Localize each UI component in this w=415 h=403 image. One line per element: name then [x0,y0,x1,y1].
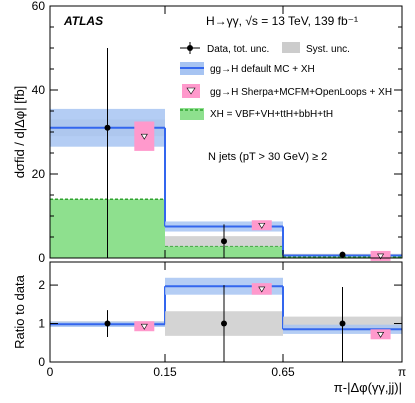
data-point [221,320,227,327]
x-axis-label: π-|Δφ(γγ,jj)| [334,380,402,395]
legend: Data, tot. unc. Syst. unc. gg→H default … [180,42,392,120]
experiment-label: ATLAS [63,14,103,28]
sherpa-marker [377,332,385,338]
ratio-y-tick-label: 0 [38,355,45,369]
legend-entry-sherpa: gg→H Sherpa+MCFM+OpenLoops + XH [182,84,392,98]
main-plot: 0 20 40 60 [32,0,403,265]
data-point [104,124,111,131]
main-y-tick-label: 60 [32,0,46,13]
legend-entry-data: Data, tot. unc. [180,42,269,55]
sherpa-marker [258,222,266,229]
svg-text:gg→H default MC + XH: gg→H default MC + XH [210,64,315,75]
svg-text:Syst. unc.: Syst. unc. [306,44,350,55]
sherpa-marker [377,253,385,260]
data-point [221,238,227,245]
x-tick-label: π [398,365,406,379]
x-tick-label: 0.15 [153,365,177,379]
legend-entry-syst: Syst. unc. [282,42,350,55]
x-tick-label: 0 [47,365,54,379]
ratio-plot: 0 1 2 0 0.15 0.65 π [38,6,406,379]
ratio-plot-marks [50,277,402,362]
sherpa-marker [140,133,148,140]
ratio-y-ticks: 0 1 2 [38,278,402,369]
main-y-ticks: 0 20 40 60 [32,0,402,265]
ratio-y-tick-label: 2 [38,278,45,292]
data-point [339,251,346,258]
svg-text:XH = VBF+VH+ttH+bbH+tH: XH = VBF+VH+ttH+bbH+tH [210,109,333,120]
legend-entry-default-mc: gg→H default MC + XH [180,62,315,75]
x-ticks: 0 0.15 0.65 π [47,6,406,379]
ratio-y-label: Ratio to data [12,274,27,348]
main-plot-marks [50,48,402,261]
main-y-tick-label: 0 [38,251,45,265]
svg-text:Data, tot. unc.: Data, tot. unc. [207,44,269,55]
data-point [104,320,111,327]
sherpa-marker [258,286,266,293]
ratio-y-tick-label: 1 [38,317,45,331]
ratio-frame [49,261,403,363]
svg-text:gg→H Sherpa+MCFM+OpenLoops + X: gg→H Sherpa+MCFM+OpenLoops + XH [210,87,392,98]
data-point [339,320,346,327]
main-y-tick-label: 40 [32,83,46,97]
main-y-tick-label: 20 [32,167,46,181]
legend-entry-xh: XH = VBF+VH+ttH+bbH+tH [180,108,333,120]
process-label: H→γγ, √s = 13 TeV, 139 fb⁻¹ [206,14,358,28]
main-y-label: dσfid / d|Δφ| [fb] [12,86,27,179]
sherpa-marker [140,323,148,330]
x-tick-label: 0.65 [271,365,295,379]
jet-annotation: N jets (pT > 30 GeV) ≥ 2 [208,151,327,163]
